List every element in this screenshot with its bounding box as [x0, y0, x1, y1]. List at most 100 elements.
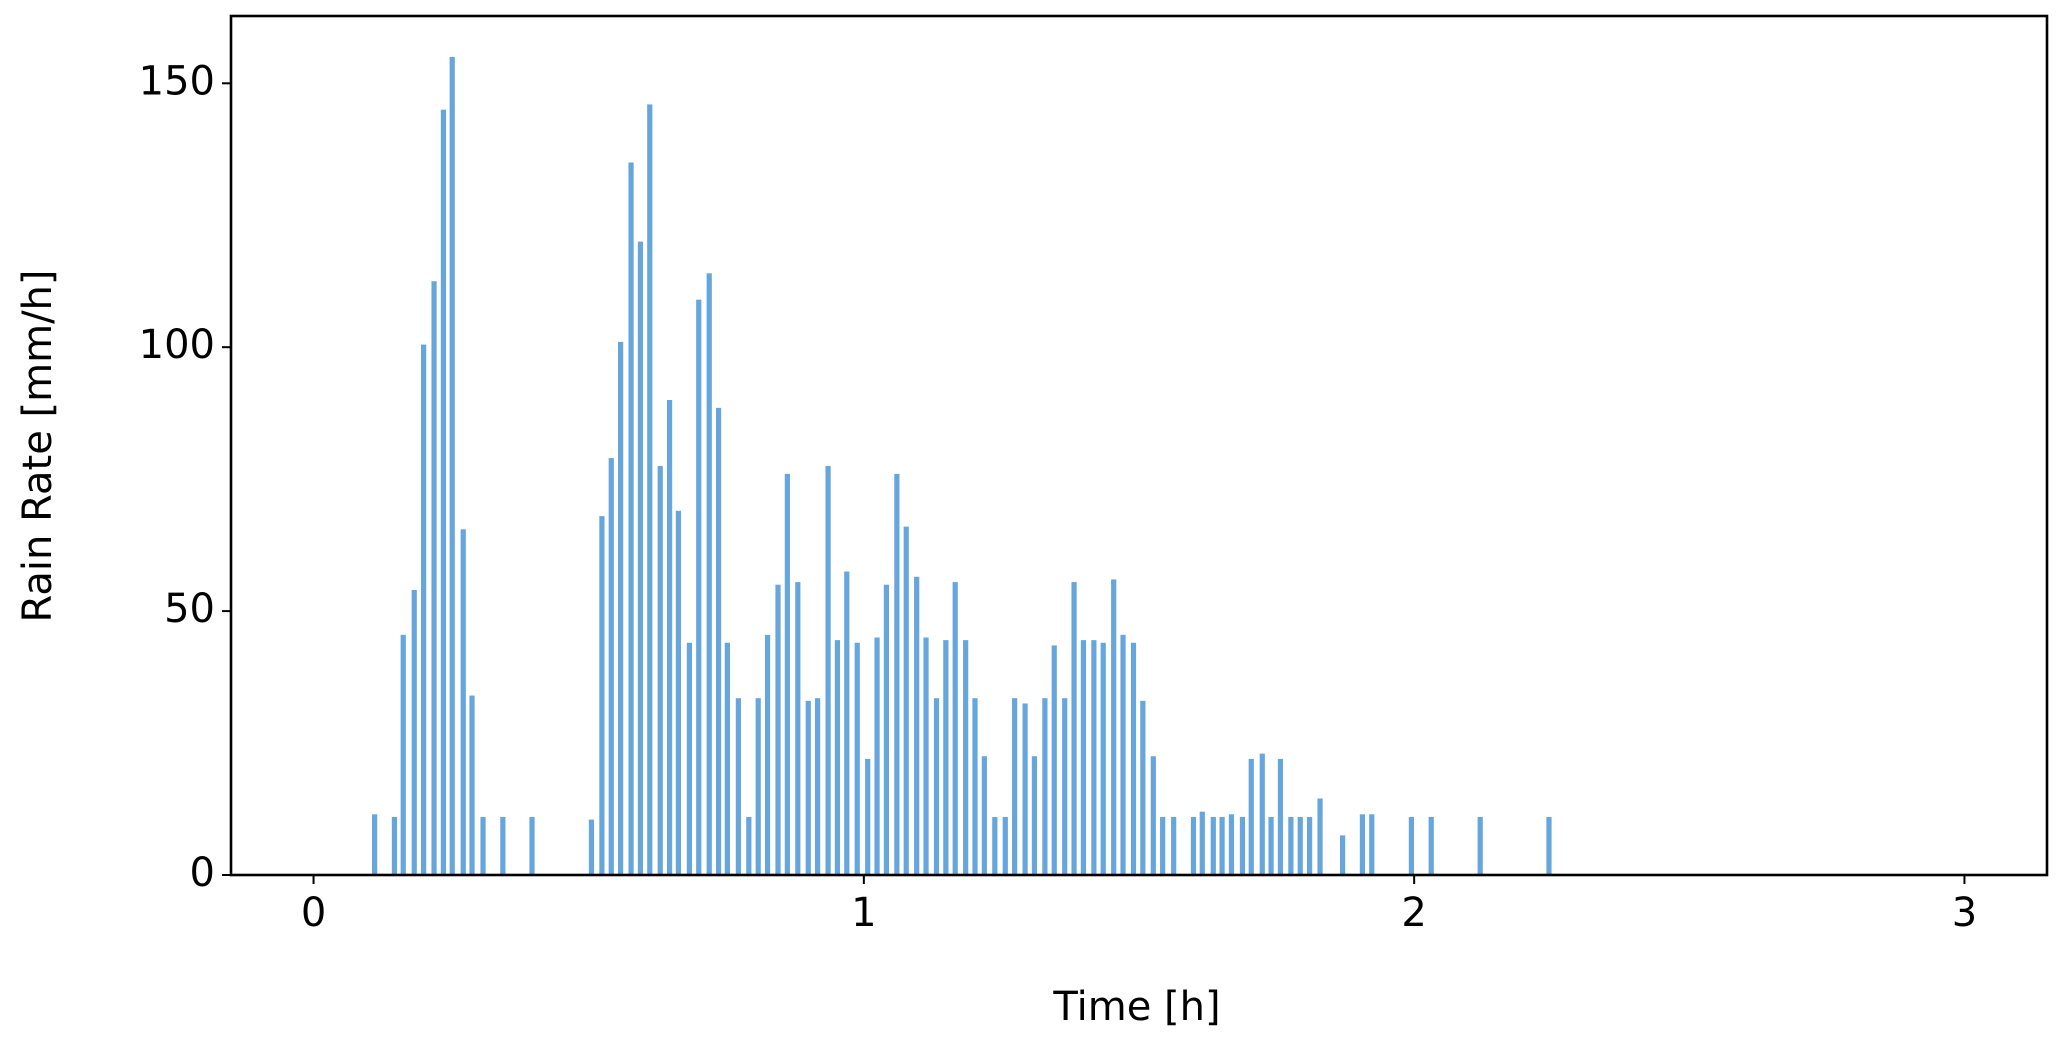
bar	[480, 816, 486, 875]
bar	[440, 109, 447, 875]
y-tick-label: 0	[190, 850, 215, 896]
bar	[834, 640, 841, 875]
bar	[686, 642, 693, 875]
bar	[1130, 642, 1137, 875]
bar	[1248, 758, 1254, 875]
bar	[914, 576, 920, 875]
bar	[608, 458, 614, 875]
bar	[1042, 698, 1048, 875]
bar	[1340, 835, 1346, 875]
bar	[844, 571, 850, 875]
bar	[637, 241, 644, 876]
bar	[588, 819, 595, 875]
bar	[1306, 816, 1313, 875]
bar	[1546, 816, 1552, 875]
bar	[815, 698, 821, 875]
bar	[903, 526, 909, 875]
bar	[981, 756, 987, 875]
bar	[764, 634, 771, 875]
bar	[666, 399, 673, 875]
bar	[1239, 816, 1246, 875]
y-tick-label: 150	[139, 58, 215, 104]
bar	[1408, 816, 1414, 875]
bar	[391, 816, 398, 875]
bar	[431, 281, 437, 875]
bar	[933, 698, 940, 875]
bar	[1100, 642, 1106, 875]
bar	[1002, 816, 1008, 875]
bar	[647, 104, 653, 876]
bar	[715, 407, 722, 875]
bar	[805, 700, 811, 875]
bar	[1190, 816, 1197, 875]
bar	[775, 584, 781, 875]
bar	[963, 640, 969, 875]
bar	[1219, 816, 1225, 875]
x-tick-label: 3	[1952, 890, 1977, 936]
bar	[706, 273, 712, 875]
bar	[1171, 816, 1177, 875]
bar	[755, 698, 761, 875]
bar	[746, 816, 752, 875]
bar	[1140, 700, 1146, 875]
bar	[449, 56, 455, 875]
bar	[952, 582, 958, 875]
bar	[1288, 816, 1294, 875]
bar	[599, 516, 605, 875]
bar	[421, 344, 427, 875]
bar	[1022, 703, 1028, 875]
bar	[1199, 811, 1205, 875]
bar	[1359, 814, 1366, 875]
bar	[1228, 814, 1235, 875]
bar	[1268, 816, 1274, 875]
bar	[1111, 579, 1117, 875]
bar	[923, 637, 929, 875]
bar	[460, 529, 466, 875]
x-tick-label: 1	[851, 890, 876, 936]
bar	[1120, 634, 1126, 875]
y-axis-label: Rain Rate [mm/h]	[15, 269, 61, 622]
bar	[1369, 814, 1375, 875]
bar	[825, 465, 831, 875]
bar	[795, 582, 801, 875]
bar	[1031, 756, 1038, 875]
bar	[784, 473, 790, 875]
bar	[1428, 816, 1434, 875]
bar	[1080, 640, 1087, 875]
bar	[992, 816, 998, 875]
bar	[854, 642, 860, 875]
bar	[1477, 816, 1483, 875]
bar	[618, 341, 624, 875]
bar	[972, 698, 978, 875]
bar	[883, 584, 890, 875]
x-tick-label: 0	[301, 890, 326, 936]
bar	[1259, 753, 1265, 875]
bar	[400, 634, 406, 875]
bar	[1317, 798, 1323, 875]
y-tick-label: 100	[139, 322, 215, 368]
bar	[874, 637, 880, 875]
bar	[1160, 816, 1166, 875]
bar	[372, 814, 378, 875]
bar	[657, 465, 663, 875]
bar	[411, 589, 417, 875]
bar	[1051, 645, 1057, 875]
bar	[1012, 698, 1018, 875]
plot-frame	[229, 14, 2049, 877]
bar	[675, 510, 681, 875]
bar	[724, 642, 730, 875]
bar	[696, 299, 702, 875]
x-axis-label: Time [h]	[1052, 984, 1220, 1030]
bar	[865, 758, 871, 875]
bar	[628, 162, 634, 875]
bar	[1277, 758, 1284, 875]
bar	[1091, 640, 1097, 875]
bar	[1210, 816, 1216, 875]
bar	[1297, 816, 1303, 875]
bar	[735, 698, 741, 875]
bar	[1150, 756, 1156, 875]
y-tick-label: 50	[164, 586, 215, 632]
bar	[469, 695, 475, 875]
bar	[1071, 582, 1077, 875]
